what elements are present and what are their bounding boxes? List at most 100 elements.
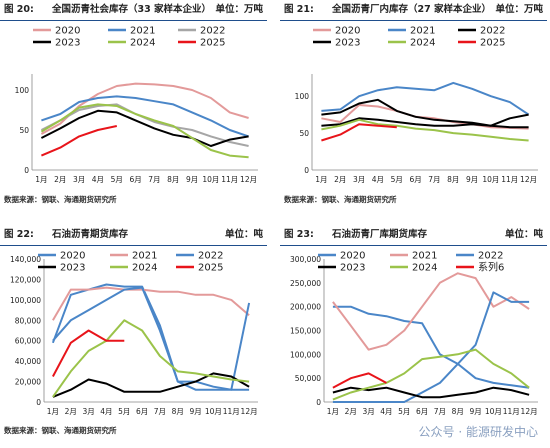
x-tick-label: 2月 [334, 175, 346, 184]
watermark-footer: 公众号 · 能源研发中心 [418, 425, 538, 439]
legend-label: 2024 [130, 38, 155, 49]
x-tick-label: 11月 [501, 175, 518, 184]
y-tick-label: 100,000 [290, 350, 321, 359]
y-tick-label: 200,000 [290, 303, 321, 312]
y-tick-label: 0 [24, 166, 29, 175]
legend-label: 2022 [198, 251, 223, 262]
y-tick-label: 0 [36, 398, 41, 407]
legend-label: 2023 [55, 38, 80, 49]
legend-label: 2025 [198, 263, 223, 274]
x-tick-label: 3月 [353, 175, 365, 184]
legend-label: 2020 [60, 251, 85, 262]
legend-label: 2020 [340, 251, 365, 262]
x-tick-label: 12月 [520, 175, 537, 184]
series-line-2021 [52, 286, 250, 321]
x-tick-label: 2月 [345, 407, 357, 416]
y-tick-label: 50 [299, 129, 309, 138]
series-line-2022 [332, 291, 530, 403]
chart-svg: 0 50,000 100,000 150,000 200,000 250,000 300,0… [290, 251, 538, 416]
x-tick-label: 9月 [469, 407, 481, 416]
x-tick-label: 4月 [92, 175, 104, 184]
panel-title-bar: 图 20: 全国沥青社会库存（33 家样本企业） 单位：万吨 [0, 0, 267, 21]
series-line-2021 [332, 272, 530, 351]
series-line-2024 [332, 348, 530, 401]
legend-label: 2020 [55, 26, 80, 37]
chart-panel-2: 图 21: 全国沥青厂内库存（27 家样本企业） 单位：万吨 0 50 100 1月 2… [280, 0, 547, 212]
legend-label: 2023 [335, 38, 360, 49]
series-line-2023 [52, 372, 250, 398]
series-line-2024 [321, 118, 529, 142]
figure-number: 图 21: [284, 4, 314, 15]
series-line-2025 [41, 125, 118, 157]
data-source: 数据来源：钢联、海通期货研究所 [4, 426, 117, 435]
chart-panel-4: 图 23: 石油沥青厂库期货库存 单位：吨 0 50,000 100,000 150,… [280, 225, 547, 448]
y-tick-label: 140,000 [10, 255, 41, 264]
chart-title: 全国沥青社会库存（33 家样本企业） [52, 4, 212, 15]
x-tick-label: 3月 [73, 175, 85, 184]
x-tick-label: 3月 [362, 407, 374, 416]
x-tick-label: 7月 [428, 175, 440, 184]
chart-panel-1: 图 20: 全国沥青社会库存（33 家样本企业） 单位：万吨 0 50 100 1月 2… [0, 0, 267, 212]
y-tick-label: 100,000 [10, 296, 41, 305]
x-tick-label: 9月 [189, 407, 201, 416]
y-tick-label: 120,000 [10, 275, 41, 284]
legend-label: 2022 [480, 26, 505, 37]
legend-label: 2020 [335, 26, 360, 37]
figure-number: 图 23: [284, 229, 314, 240]
series-line-2020 [40, 82, 249, 135]
x-tick-label: 12月 [521, 407, 538, 416]
figure-number: 图 20: [4, 4, 34, 15]
chart-panel-3: 图 22: 石油沥青期货库存 单位：吨 0 20,000 40,000 60,000 8… [0, 225, 267, 448]
data-source: 数据来源：钢联、海通期货研究所 [4, 195, 117, 204]
x-tick-label: 5月 [398, 407, 410, 416]
legend-label: 2023 [60, 263, 85, 274]
series-line-2024 [40, 103, 249, 159]
x-tick-label: 7月 [148, 175, 160, 184]
legend-label: 2021 [412, 251, 437, 262]
x-tick-label: 11月 [503, 407, 520, 416]
x-tick-label: 8月 [167, 175, 179, 184]
x-tick-label: 9月 [186, 175, 198, 184]
panel-title-bar: 图 22: 石油沥青期货库存 单位：吨 [0, 225, 267, 246]
panel-title-bar: 图 23: 石油沥青厂库期货库存 单位：吨 [280, 225, 547, 246]
legend-label: 2022 [478, 251, 503, 262]
series-line-2022 [52, 286, 251, 391]
x-tick-label: 11月 [223, 407, 240, 416]
x-tick-label: 8月 [172, 407, 184, 416]
legend-label: 2025 [480, 38, 505, 49]
x-tick-label: 4月 [372, 175, 384, 184]
legend-label: 2021 [130, 26, 155, 37]
series-line-2024 [52, 319, 250, 398]
x-tick-label: 1月 [35, 175, 47, 184]
series-line-2021 [41, 95, 249, 138]
y-tick-label: 100 [15, 86, 30, 95]
x-tick-label: 10月 [205, 407, 222, 416]
y-tick-label: 60,000 [15, 337, 41, 346]
legend-label: 2024 [410, 38, 435, 49]
unit-label: 单位：万吨 [495, 4, 543, 15]
x-tick-label: 6月 [416, 407, 428, 416]
y-tick-label: 150,000 [290, 327, 321, 336]
unit-label: 单位：万吨 [215, 4, 263, 15]
x-tick-label: 5月 [391, 175, 403, 184]
series-line-2023 [321, 117, 529, 129]
x-tick-label: 10月 [485, 407, 502, 416]
x-tick-label: 11月 [221, 175, 238, 184]
x-tick-label: 1月 [315, 175, 327, 184]
legend-label: 2024 [132, 263, 157, 274]
y-tick-label: 250,000 [290, 279, 321, 288]
legend-label: 2023 [340, 263, 365, 274]
x-tick-label: 1月 [47, 407, 59, 416]
data-source: 数据来源：钢联、海通期货研究所 [284, 195, 397, 204]
x-tick-label: 7月 [154, 407, 166, 416]
x-tick-label: 9月 [466, 175, 478, 184]
x-tick-label: 10月 [202, 175, 219, 184]
legend-label: 系列6 [478, 261, 504, 274]
x-tick-label: 7月 [434, 407, 446, 416]
y-tick-label: 20,000 [15, 378, 41, 387]
figure-number: 图 22: [4, 229, 34, 240]
unit-label: 单位：吨 [224, 229, 263, 240]
chart-title: 石油沥青厂库期货库存 [332, 229, 428, 240]
